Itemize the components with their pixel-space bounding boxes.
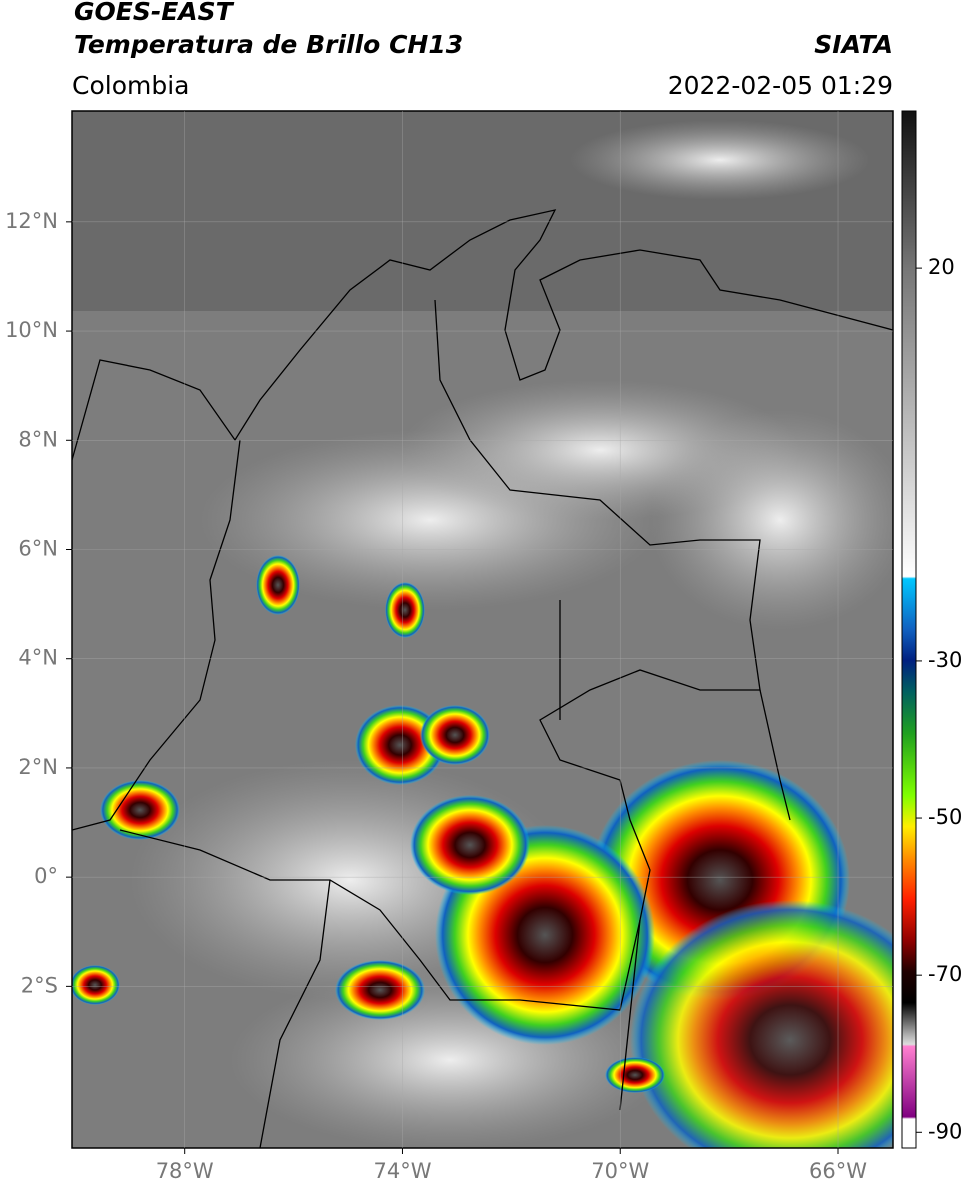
product: Temperatura de Brillo CH13 xyxy=(74,30,463,59)
colorbar xyxy=(901,110,917,1149)
map-frame xyxy=(71,110,894,1149)
y-tick-label: 8°N xyxy=(18,427,58,451)
colorbar-tick-label: -70 xyxy=(928,962,962,986)
region: Colombia xyxy=(72,71,189,100)
x-tick-label: 70°W xyxy=(591,1159,649,1183)
y-tick-label: 4°N xyxy=(18,646,58,670)
x-tick-label: 78°W xyxy=(156,1159,214,1183)
colorbar-tick-label: -90 xyxy=(928,1119,962,1143)
y-tick-label: 2°N xyxy=(18,755,58,779)
source: SIATA xyxy=(814,30,893,59)
datetime: 2022-02-05 01:29 xyxy=(668,71,893,100)
colorbar-tick-label: -50 xyxy=(928,805,962,829)
y-tick-label: 0° xyxy=(34,864,58,888)
satellite: GOES-EAST xyxy=(74,0,235,26)
graticule xyxy=(72,111,893,1148)
x-tick-label: 74°W xyxy=(373,1159,431,1183)
colorbar-tick-label: -30 xyxy=(928,648,962,672)
y-tick-label: 10°N xyxy=(5,318,58,342)
y-tick-label: 6°N xyxy=(18,536,58,560)
colorbar-tick-label: 20 xyxy=(928,255,955,279)
y-tick-label: 12°N xyxy=(5,209,58,233)
y-tick-label: 2°S xyxy=(21,973,58,997)
x-tick-label: 66°W xyxy=(809,1159,867,1183)
satellite-image xyxy=(72,111,893,1148)
